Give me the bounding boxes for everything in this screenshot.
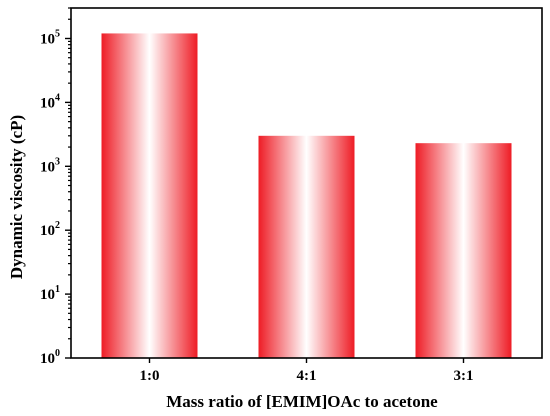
x-tick-label: 4:1 [297, 368, 317, 384]
y-tick-label: 100 [40, 348, 60, 367]
y-tick-label: 102 [40, 220, 60, 239]
y-tick-label: 104 [40, 92, 60, 111]
y-axis-title: Dynamic viscosity (cP) [7, 115, 26, 279]
x-tick-label: 3:1 [454, 368, 474, 384]
y-tick-label: 103 [40, 156, 60, 175]
x-axis-title: Mass ratio of [EMIM]OAc to acetone [166, 392, 438, 411]
plot-area: 100 101 102 103 104 105 1:0 4:1 3:1 [40, 7, 543, 384]
bar-3:1 [415, 143, 512, 358]
bar-1:0 [101, 33, 198, 359]
x-tick-label: 1:0 [140, 368, 160, 384]
y-tick-label: 105 [40, 28, 60, 47]
y-tick-label: 101 [40, 284, 60, 303]
bar-4:1 [258, 135, 355, 358]
